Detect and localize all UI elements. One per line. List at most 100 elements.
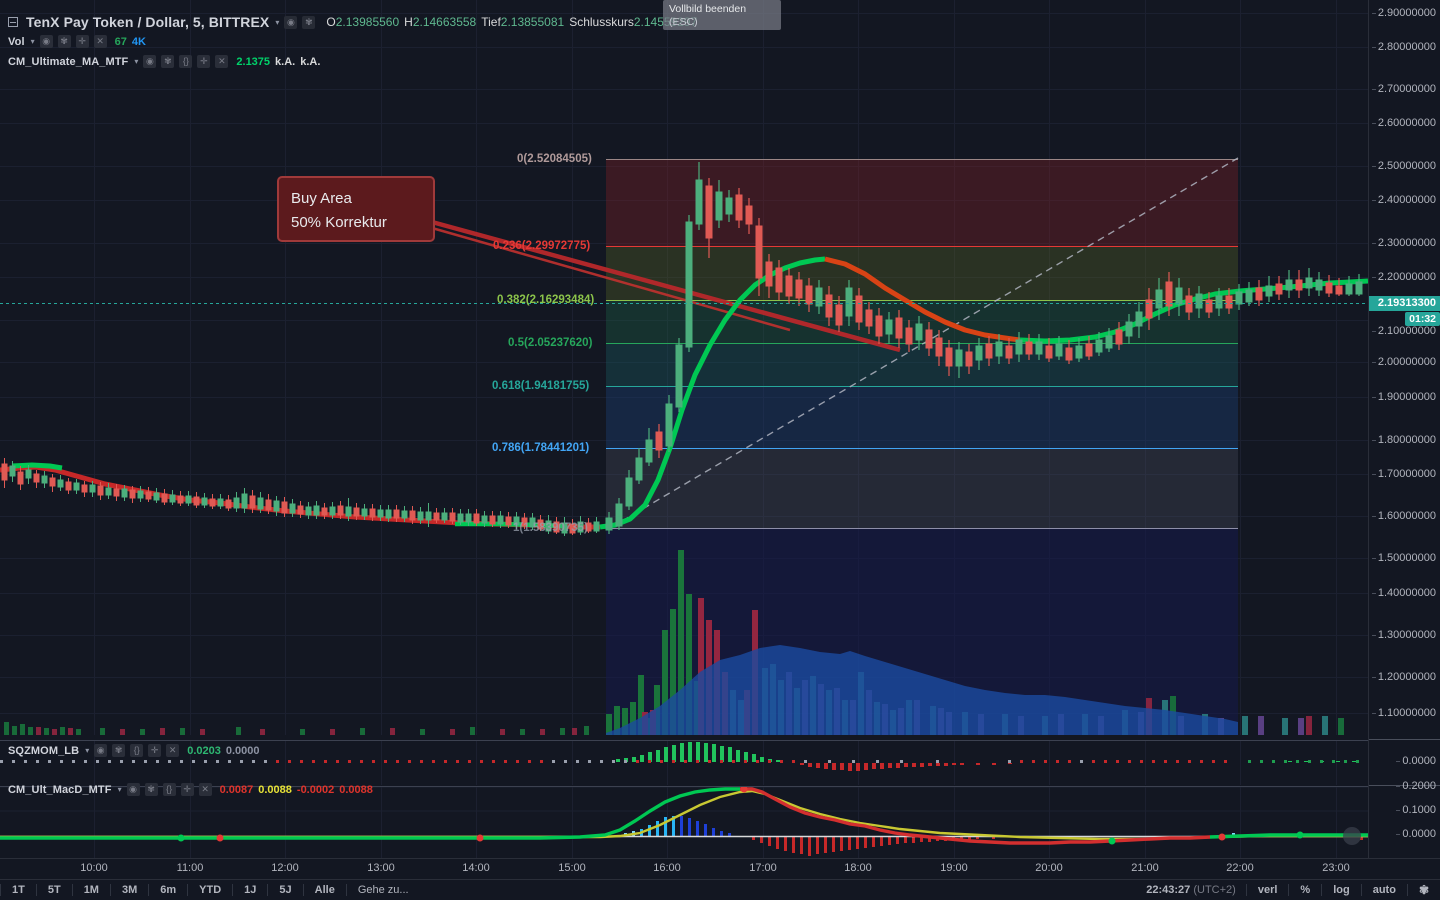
gear-icon[interactable]: ✾ (144, 783, 158, 796)
eye-icon[interactable]: ◉ (284, 15, 298, 29)
sqzmom-svg (0, 741, 1359, 785)
timeframe-5j[interactable]: 5J (279, 884, 292, 896)
macd-pane[interactable] (0, 786, 1368, 858)
close-icon[interactable]: ✕ (166, 744, 180, 757)
macd-histogram-negative (752, 837, 1363, 856)
bar-countdown-badge: 01:32 (1405, 312, 1440, 326)
close-icon[interactable]: ✕ (93, 35, 107, 48)
symbol-legend-row: TenX Pay Token / Dollar, 5, BITTREX ▾ ◉ … (8, 14, 697, 30)
close-icon[interactable]: ✕ (198, 783, 212, 796)
time-tick: 10:00 (80, 862, 108, 874)
volume-value-2: 4K (131, 35, 146, 48)
fib-label-618: 0.618(1.94181755) (492, 380, 590, 392)
chevron-down-icon[interactable]: ▾ (134, 57, 139, 66)
goto-date-button[interactable]: Gehe zu... (357, 884, 409, 896)
macd-title[interactable]: CM_Ult_MacD_MTF (8, 783, 112, 796)
volume-histogram (4, 528, 1344, 735)
gear-icon[interactable]: ✾ (1418, 883, 1429, 897)
time-scale[interactable]: 10:00 11:00 12:00 13:00 14:00 15:00 16:0… (0, 858, 1440, 879)
volume-legend-title[interactable]: Vol (8, 35, 25, 48)
price-chart-svg (0, 0, 1368, 735)
buy-area-annotation[interactable]: Buy Area 50% Korrektur (277, 176, 435, 242)
price-tick: 1.40000000 (1371, 587, 1436, 599)
chevron-down-icon[interactable]: ▾ (30, 37, 35, 46)
divider (1245, 884, 1247, 896)
timeframe-5t[interactable]: 5T (47, 884, 61, 896)
price-tick: 1.10000000 (1371, 707, 1436, 719)
sqzmom-pane[interactable] (0, 740, 1368, 785)
eye-icon[interactable]: ◉ (94, 744, 108, 757)
ohlc-close-label: Schlusskurs (569, 15, 634, 29)
time-tick: 21:00 (1131, 862, 1159, 874)
add-icon[interactable]: ✛ (197, 55, 211, 68)
scale-separator (1369, 739, 1440, 740)
sqzmom-title[interactable]: SQZMOM_LB (8, 744, 80, 757)
clock-display[interactable]: 22:43:27 (UTC+2) (1146, 884, 1236, 896)
divider (1321, 884, 1323, 896)
gear-icon[interactable]: ✾ (302, 15, 316, 29)
timeframe-alle[interactable]: Alle (314, 884, 335, 896)
gear-icon[interactable]: ✾ (112, 744, 126, 757)
add-icon[interactable]: ✛ (180, 783, 194, 796)
ohlc-low-label: Tief (481, 15, 501, 29)
time-tick: 17:00 (749, 862, 777, 874)
scale-verl-button[interactable]: verl (1257, 884, 1278, 896)
chevron-down-icon[interactable]: ▾ (117, 785, 122, 794)
timeframe-6m[interactable]: 6m (160, 884, 177, 896)
main-price-pane[interactable]: 0(2.52084505) 0.236(2.29972775) 0.382(2.… (0, 0, 1368, 735)
fib-label-236: 0.236(2.29972775) (493, 240, 591, 252)
chevron-down-icon[interactable]: ▾ (275, 17, 280, 27)
chevron-down-icon[interactable]: ▾ (85, 746, 90, 755)
bottom-toolbar-right: 22:43:27 (UTC+2) verl % log auto ✾ (1136, 880, 1440, 900)
macd-svg (0, 787, 1368, 858)
divider (71, 884, 73, 896)
add-icon[interactable]: ✛ (148, 744, 162, 757)
eye-icon[interactable]: ◉ (126, 783, 140, 796)
macd-line-red (740, 787, 1211, 845)
collapse-box-icon[interactable] (8, 17, 18, 27)
source-icon[interactable]: {} (179, 55, 193, 68)
eye-icon[interactable]: ◉ (39, 35, 53, 48)
gear-icon[interactable]: ✾ (57, 35, 71, 48)
volume-value-1: 67 (114, 35, 127, 48)
time-tick: 14:00 (462, 862, 490, 874)
scale-log-button[interactable]: log (1333, 884, 1350, 896)
symbol-title[interactable]: TenX Pay Token / Dollar, 5, BITTREX (26, 14, 270, 30)
close-icon[interactable]: ✕ (215, 55, 229, 68)
scale-auto-button[interactable]: auto (1372, 884, 1396, 896)
macd-signal-line (0, 789, 1368, 841)
price-tick: 1.90000000 (1371, 391, 1436, 403)
price-tick: 1.20000000 (1371, 671, 1436, 683)
tooltip-line2: (ESC) (669, 16, 698, 28)
time-tick: 11:00 (176, 862, 204, 874)
source-icon[interactable]: {} (130, 744, 144, 757)
sqzmom-negative-bars (800, 763, 1012, 771)
price-tick: 2.40000000 (1371, 194, 1436, 206)
fib-label-382: 0.382(2.16293484) (497, 294, 595, 306)
gear-icon[interactable]: ✾ (161, 55, 175, 68)
macd-scale-tick: 0.1000 (1396, 804, 1436, 816)
price-tick: 2.00000000 (1371, 356, 1436, 368)
cm-ultimate-ma-title[interactable]: CM_Ultimate_MA_MTF (8, 55, 129, 68)
divider (345, 884, 347, 896)
price-tick: 1.50000000 (1371, 552, 1436, 564)
add-icon[interactable]: ✛ (75, 35, 89, 48)
macd-endpoint-marker (1343, 827, 1361, 845)
timeframe-3m[interactable]: 3M (121, 884, 138, 896)
time-tick: 12:00 (271, 862, 299, 874)
divider (1360, 884, 1362, 896)
timeframe-1t[interactable]: 1T (12, 884, 25, 896)
fib-label-50: 0.5(2.05237620) (508, 337, 593, 349)
timeframe-1m[interactable]: 1M (83, 884, 99, 896)
bottom-toolbar: 1T 5T 1M 3M 6m YTD 1J 5J Alle Gehe zu...… (0, 879, 1440, 900)
eye-icon[interactable]: ◉ (143, 55, 157, 68)
timeframe-ytd[interactable]: YTD (199, 884, 222, 896)
price-tick: 2.70000000 (1371, 83, 1436, 95)
timeframe-1j[interactable]: 1J (244, 884, 257, 896)
ohlc-low-value: 2.13855081 (500, 15, 565, 29)
scale-percent-button[interactable]: % (1300, 884, 1311, 896)
price-scale[interactable]: 2.90000000 2.80000000 2.70000000 2.60000… (1368, 0, 1440, 858)
price-tick: 2.50000000 (1371, 160, 1436, 172)
source-icon[interactable]: {} (162, 783, 176, 796)
ma-line-rally (599, 256, 826, 530)
